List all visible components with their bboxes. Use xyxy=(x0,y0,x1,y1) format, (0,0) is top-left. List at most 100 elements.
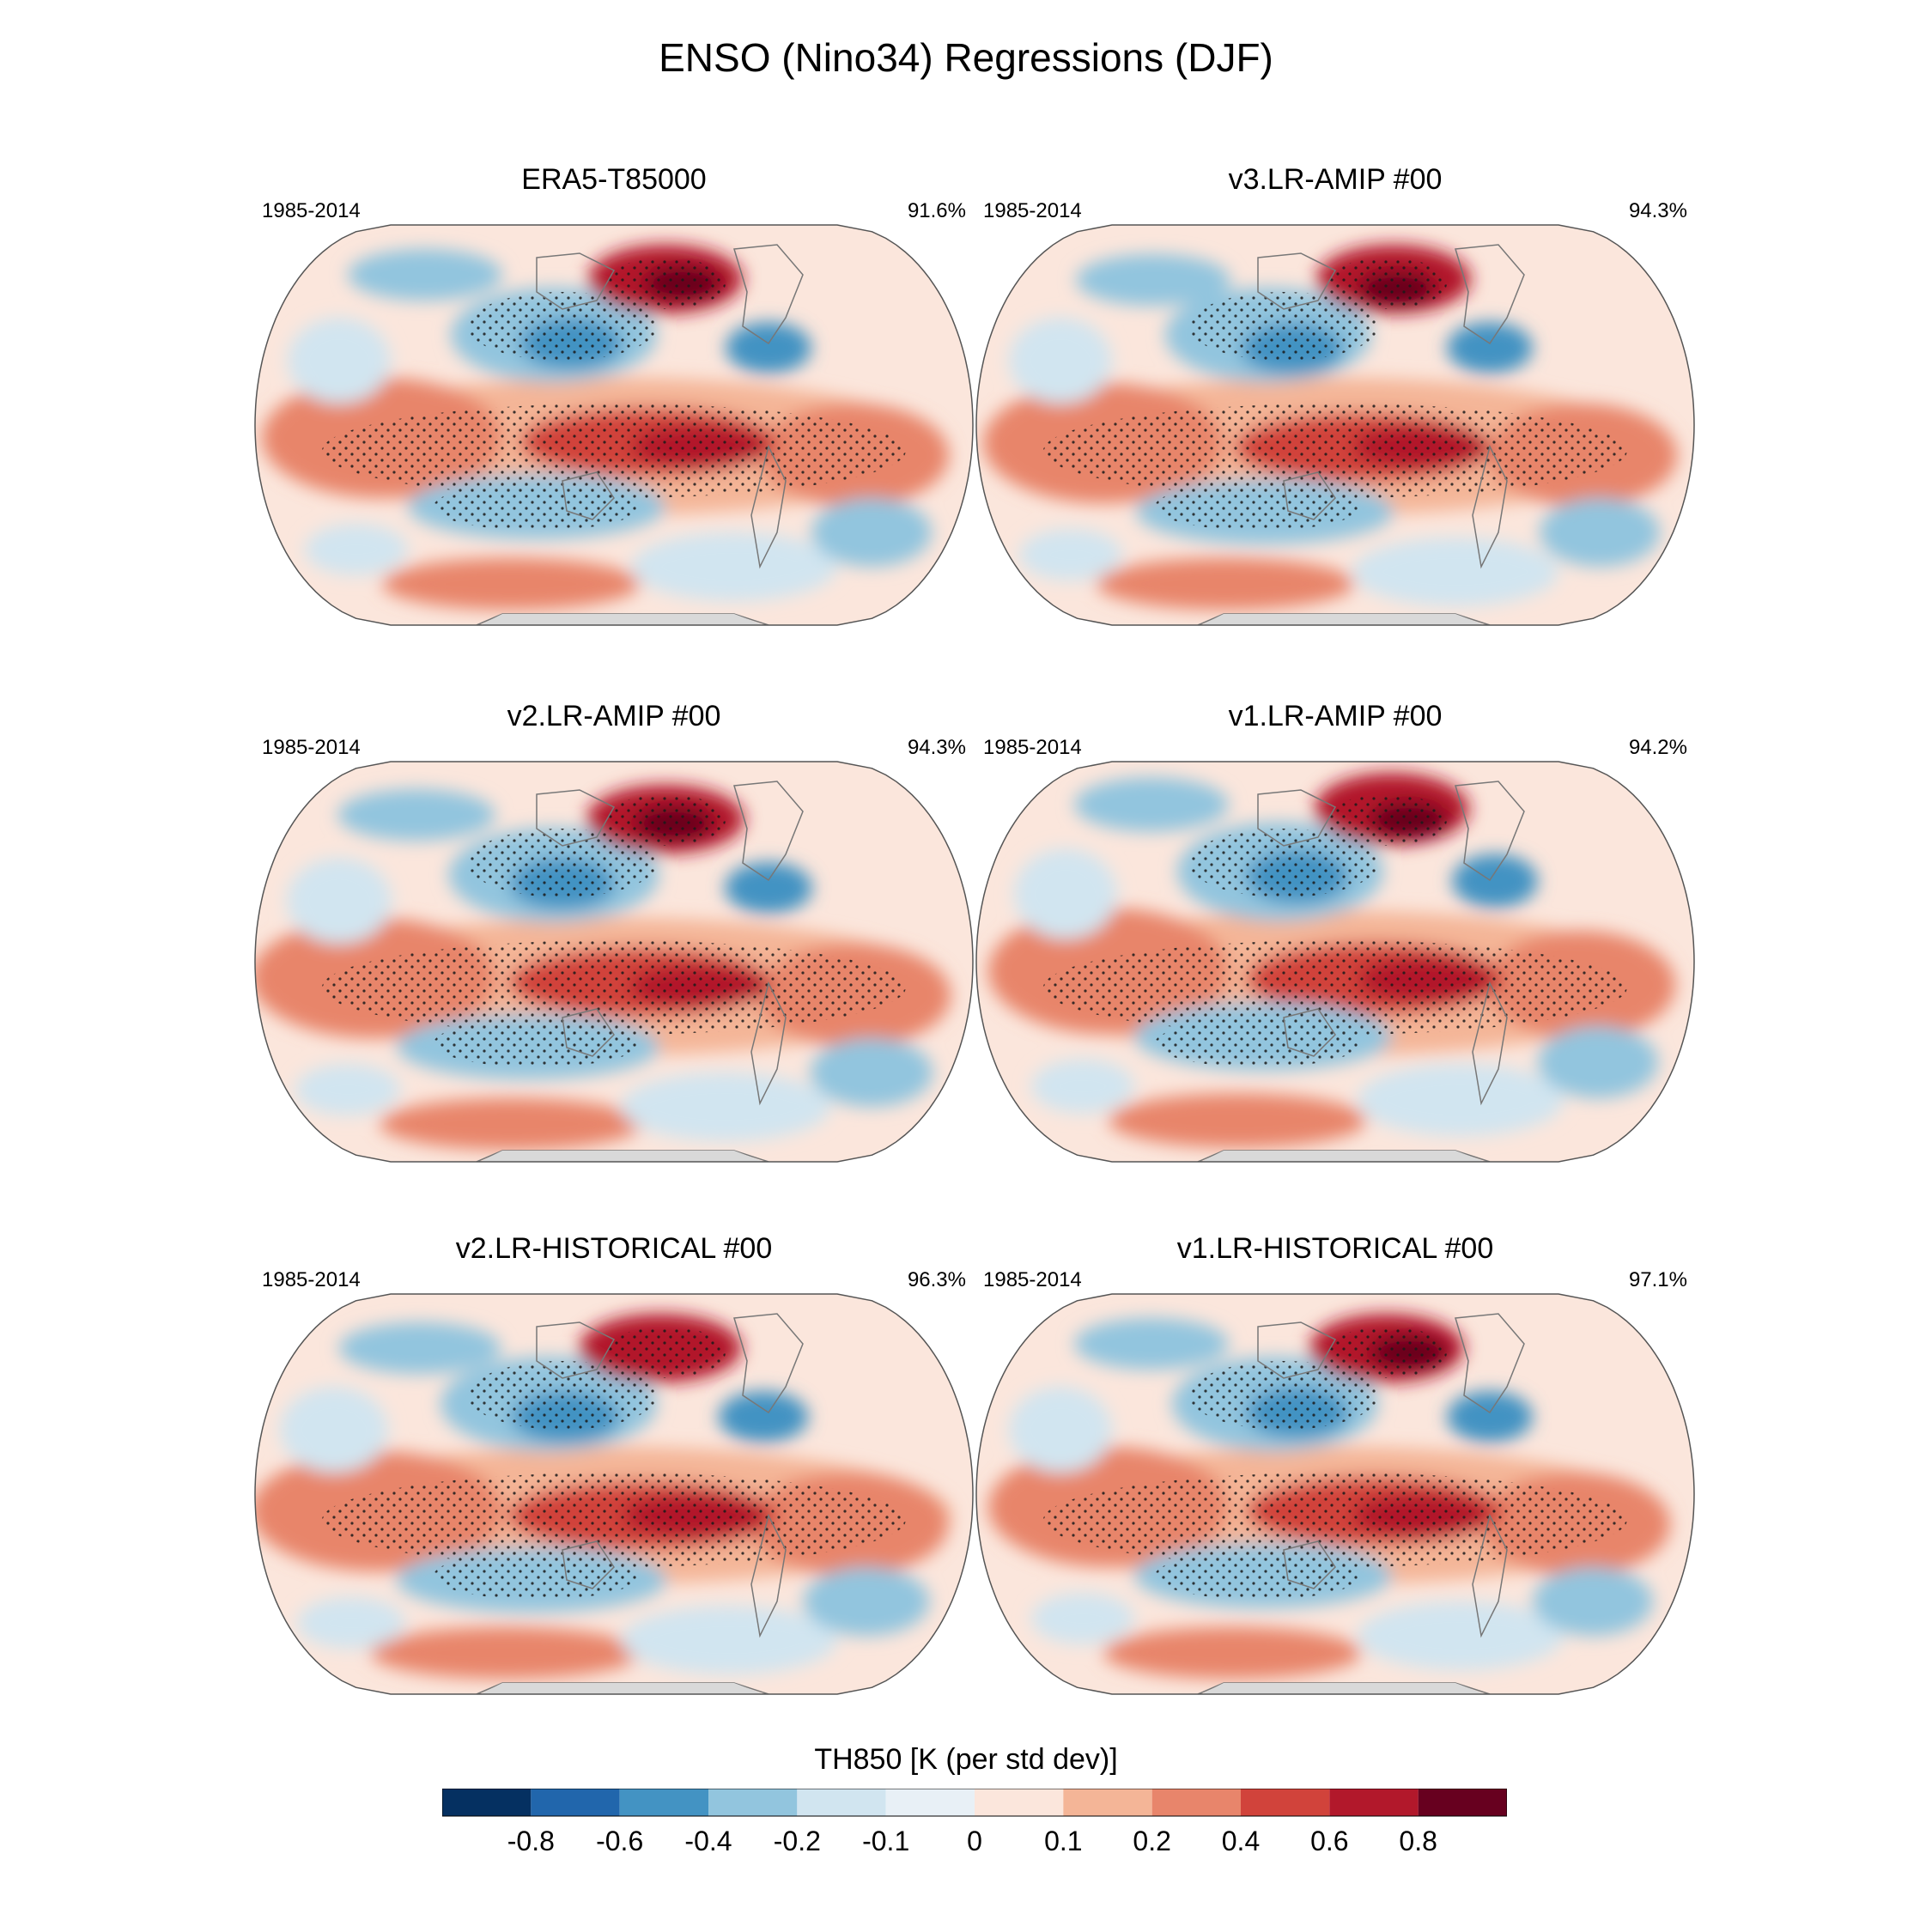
significance-stipple xyxy=(1043,940,1627,1035)
significance-stipple xyxy=(322,404,906,498)
robinson-map xyxy=(254,761,974,1163)
map-panel-v2-historical: v2.LR-HISTORICAL #00 1985-2014 96.3% xyxy=(253,1232,975,1696)
coastline xyxy=(733,781,804,882)
colorbar-swatch xyxy=(708,1789,798,1816)
anomaly-region xyxy=(286,858,392,944)
pattern-correlation-label: 91.6% xyxy=(907,199,966,222)
map-panel-v3-amip: v3.LR-AMIP #00 1985-2014 94.3% xyxy=(975,163,1696,627)
coastline xyxy=(1472,1513,1508,1638)
period-label: 1985-2014 xyxy=(262,1268,361,1291)
coastline xyxy=(536,789,616,847)
anomaly-region xyxy=(1358,1601,1564,1670)
significance-stipple xyxy=(605,1327,726,1378)
coastline xyxy=(1455,781,1525,882)
coastline xyxy=(750,1513,787,1638)
pattern-correlation-label: 94.3% xyxy=(907,736,966,759)
map-panel-v1-amip: v1.LR-AMIP #00 1985-2014 94.2% xyxy=(975,700,1696,1163)
significance-stipple xyxy=(1327,794,1447,846)
anomaly-region xyxy=(803,1567,930,1636)
significance-stipple xyxy=(1189,292,1378,361)
coastline xyxy=(536,1321,616,1379)
map-border xyxy=(975,1293,1695,1695)
anomaly-region xyxy=(811,498,932,567)
colorbar-tick-label: 0.4 xyxy=(1222,1826,1260,1856)
anomaly-region xyxy=(1074,777,1229,832)
coastline xyxy=(562,1540,615,1589)
significance-stipple xyxy=(468,829,657,897)
coastline xyxy=(1455,244,1525,345)
significance-stipple xyxy=(605,794,726,846)
robinson-map xyxy=(975,224,1695,626)
map-panel-v2-amip: v2.LR-AMIP #00 1985-2014 94.3% xyxy=(253,700,975,1163)
map-border xyxy=(254,1293,974,1695)
anomaly-region xyxy=(1076,254,1230,306)
anomaly-region xyxy=(380,1098,642,1150)
pattern-correlation-label: 97.1% xyxy=(1628,1268,1687,1291)
anomaly-region xyxy=(810,1038,933,1107)
map-panel-v1-historical: v1.LR-HISTORICAL #00 1985-2014 97.1% xyxy=(975,1232,1696,1696)
colorbar-swatch xyxy=(531,1789,620,1816)
coastline xyxy=(1472,444,1508,569)
colorbar-tick-label: -0.4 xyxy=(684,1826,732,1856)
anomaly-region xyxy=(280,1387,388,1473)
panel-title: v2.LR-AMIP #00 xyxy=(507,700,721,732)
anomaly-region xyxy=(295,1064,401,1115)
coastline xyxy=(750,981,787,1106)
anomaly-region xyxy=(1533,1567,1653,1636)
anomaly-region xyxy=(1452,854,1538,908)
map-border xyxy=(975,224,1695,626)
antarctica-mask xyxy=(477,1683,769,1694)
anomaly-region xyxy=(382,558,640,610)
anomaly-region xyxy=(297,1597,405,1649)
panel-title: v2.LR-HISTORICAL #00 xyxy=(455,1232,773,1265)
significance-stipple xyxy=(468,292,657,361)
map-border xyxy=(254,761,974,1163)
anomaly-region xyxy=(348,249,502,301)
anomaly-region xyxy=(718,1391,809,1443)
anomaly-region xyxy=(1019,529,1122,580)
map-border xyxy=(254,224,974,626)
colorbar-tick-label: -0.2 xyxy=(774,1826,821,1856)
colorbar-tick-label: 0.8 xyxy=(1399,1826,1437,1856)
coastline xyxy=(1283,471,1336,520)
robinson-map xyxy=(975,761,1695,1163)
anomaly-region xyxy=(726,322,811,374)
anomaly-region xyxy=(1358,1064,1564,1136)
anomaly-region xyxy=(725,862,812,914)
colorbar-swatch xyxy=(1329,1789,1419,1816)
panel-title: v1.LR-AMIP #00 xyxy=(1228,700,1443,732)
panel-title: v1.LR-HISTORICAL #00 xyxy=(1176,1232,1494,1265)
period-label: 1985-2014 xyxy=(262,199,361,222)
period-label: 1985-2014 xyxy=(983,736,1082,759)
robinson-map xyxy=(975,1293,1695,1695)
colorbar-swatch xyxy=(1241,1789,1330,1816)
panel-title: ERA5-T85000 xyxy=(521,163,707,196)
coastline xyxy=(733,1313,804,1414)
colorbar: -0.8 -0.6 -0.4 -0.2 -0.1 0 0.1 0.2 0.4 0.6 0.8 xyxy=(442,1789,1507,1856)
significance-stipple xyxy=(1327,1327,1447,1378)
anomaly-region xyxy=(1031,1059,1134,1114)
coastline xyxy=(562,1008,615,1057)
anomaly-region xyxy=(631,532,837,601)
map-border xyxy=(975,761,1695,1163)
period-label: 1985-2014 xyxy=(983,199,1082,222)
coastline xyxy=(1257,252,1337,310)
colorbar-swatch xyxy=(1063,1789,1152,1816)
colorbar-tick-label: -0.1 xyxy=(862,1826,909,1856)
anomaly-region xyxy=(338,1322,501,1374)
significance-stipple xyxy=(605,258,726,309)
anomaly-region xyxy=(621,1606,837,1674)
period-label: 1985-2014 xyxy=(262,736,361,759)
colorbar-tick-label: 0.6 xyxy=(1310,1826,1348,1856)
anomaly-region xyxy=(1009,1387,1112,1473)
figure-title: ENSO (Nino34) Regressions (DJF) xyxy=(659,35,1273,80)
anomaly-region xyxy=(1014,848,1117,939)
coastline xyxy=(562,471,615,520)
significance-stipple xyxy=(1189,829,1378,897)
coastline xyxy=(1257,1321,1337,1379)
coastline xyxy=(1455,1313,1525,1414)
significance-stipple xyxy=(1189,1361,1378,1430)
coastline xyxy=(1257,789,1337,847)
anomaly-region xyxy=(1074,1318,1229,1370)
anomaly-region xyxy=(1447,322,1533,374)
